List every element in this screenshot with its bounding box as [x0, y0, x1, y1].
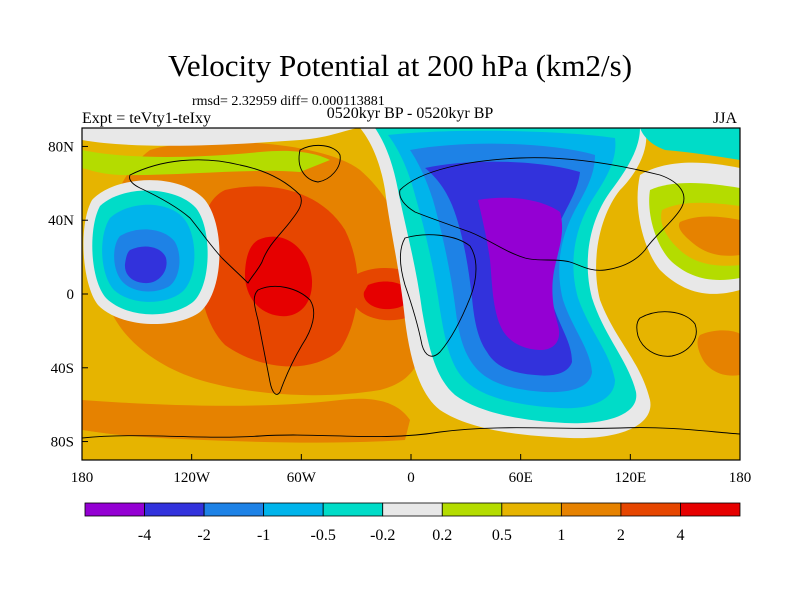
colorbar: -4 -2 -1 -0.5 -0.2 0.2 0.5 1 2 4	[84, 502, 741, 544]
colorbar-label: -2	[197, 527, 210, 544]
contour-orange-wpacific	[678, 216, 740, 256]
colorbar-box	[203, 502, 265, 517]
colorbar-label: -4	[138, 527, 151, 544]
coastline-australia	[636, 311, 697, 357]
contour-yellow-south	[82, 430, 420, 460]
contour-cyan-northeast	[640, 128, 740, 160]
colorbar-box	[84, 502, 145, 517]
colorbar-box	[263, 502, 324, 517]
coastline-south-america	[253, 286, 315, 395]
contour-darkblue-pacific	[124, 246, 167, 284]
period-label: 0520kyr BP - 0520kyr BP	[326, 105, 494, 122]
colorbar-label: 2	[617, 527, 625, 544]
stats-text: rmsd= 2.32959 diff= 0.000113881	[192, 94, 385, 109]
y-axis: 80N 40N 0 40S 80S	[48, 139, 88, 451]
colorbar-box	[382, 502, 443, 517]
colorbar-label: 0.5	[492, 527, 512, 544]
x-tick-label: 60E	[509, 470, 533, 486]
colorbar-label: -0.5	[311, 527, 336, 544]
contour-orange-south	[82, 398, 410, 443]
colorbar-box	[620, 502, 681, 517]
coastline-north-america	[129, 159, 302, 284]
contour-violet-east	[478, 197, 563, 350]
colorbar-label: 4	[676, 527, 684, 544]
experiment-label: Expt = teVty1-teIxy	[82, 110, 211, 127]
x-tick-label: 120E	[614, 470, 646, 486]
contour-white-arctic	[82, 128, 360, 146]
season-label: JJA	[713, 110, 738, 127]
x-tick-label: 180	[729, 470, 752, 486]
contour-field	[82, 128, 740, 460]
colorbar-box	[560, 502, 622, 517]
colorbar-box	[501, 502, 562, 517]
colorbar-label: -1	[257, 527, 270, 544]
y-tick-label: 0	[67, 287, 75, 303]
chart-title: Velocity Potential at 200 hPa (km2/s)	[167, 48, 633, 83]
x-tick-label: 0	[407, 470, 415, 486]
colorbar-label: 1	[557, 527, 565, 544]
colorbar-box	[322, 502, 384, 517]
coastline-greenland	[298, 144, 341, 183]
colorbar-label: 0.2	[432, 527, 452, 544]
coastline-eurasia	[399, 157, 685, 271]
y-tick-label: 80S	[51, 435, 74, 451]
x-tick-label: 180	[71, 470, 94, 486]
coastline-africa	[400, 234, 477, 357]
contour-darkred-atlantic	[363, 281, 411, 310]
colorbar-label: -0.2	[370, 527, 395, 544]
contour-darkred-americas	[244, 236, 313, 317]
x-tick-label: 120W	[173, 470, 211, 486]
y-tick-label: 80N	[48, 139, 74, 155]
contour-orange-wpacific-south	[697, 330, 740, 376]
y-tick-label: 40S	[51, 361, 74, 377]
colorbar-box	[680, 502, 741, 517]
coastline-antarctica	[82, 427, 740, 439]
x-axis: 180 120W 60W 0 60E 120E 180	[71, 454, 752, 486]
coastlines	[82, 144, 740, 439]
y-tick-label: 40N	[48, 213, 74, 229]
colorbar-box	[144, 502, 205, 517]
x-tick-label: 60W	[287, 470, 317, 486]
colorbar-box	[441, 502, 503, 517]
